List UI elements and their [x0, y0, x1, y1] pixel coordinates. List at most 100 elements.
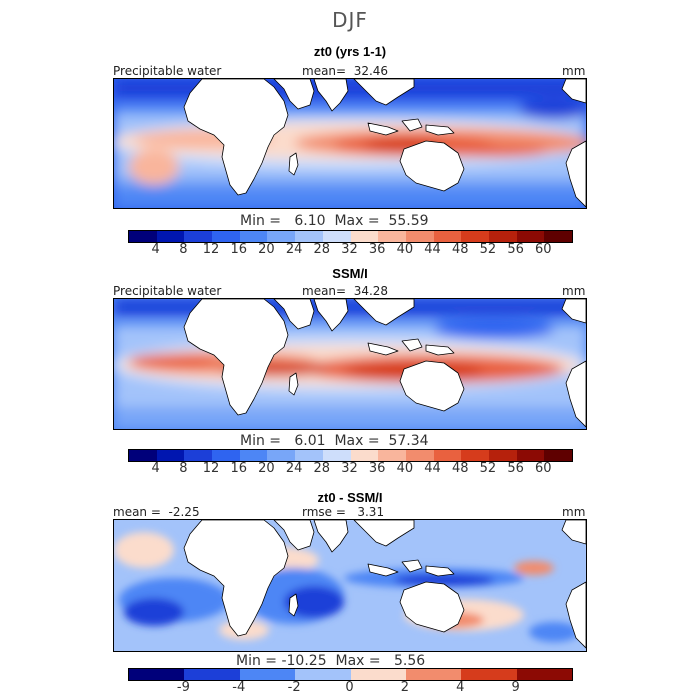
colorbar-swatch — [378, 450, 406, 461]
colorbar-swatch — [516, 231, 545, 242]
panel-title: SSM/I — [332, 266, 368, 281]
unit-label: mm — [562, 505, 586, 519]
colorbar-tick-label: 40 — [396, 242, 414, 257]
colorbar-ticks: -9 -4 -2 0 2 4 9 — [128, 680, 571, 696]
colorbar-tick-label: 20 — [258, 461, 275, 476]
colorbar-swatch — [295, 231, 323, 242]
colorbar-swatch — [212, 231, 240, 242]
mean-readout: mean = -2.25 — [113, 505, 200, 519]
colorbar-tick-label: 28 — [313, 461, 331, 476]
colorbar-tick-label: 32 — [341, 461, 358, 476]
precipitable-water-map — [114, 79, 586, 208]
map-panel — [113, 78, 587, 209]
colorbar-swatch — [184, 450, 213, 461]
colorbar-swatch — [239, 231, 268, 242]
colorbar-tick-label: 20 — [258, 242, 275, 257]
colorbar-tick-label: 12 — [202, 242, 220, 257]
colorbar-swatch — [405, 669, 462, 680]
colorbar-tick-label: 24 — [285, 242, 303, 257]
colorbar-swatch — [295, 669, 351, 680]
difference-map — [114, 520, 586, 651]
colorbar-ticks: 4 8 12 16 20 24 28 32 36 40 44 48 52 56 60 — [128, 461, 571, 477]
colorbar-swatch — [488, 231, 517, 242]
colorbar-tick-label: 12 — [202, 461, 220, 476]
colorbar-swatch — [516, 669, 572, 680]
colorbar-swatch — [267, 231, 296, 242]
colorbar-swatch — [184, 231, 213, 242]
min-max-readout: Min = 6.10 Max = 55.59 — [240, 213, 429, 229]
colorbar-tick-label: 16 — [230, 461, 248, 476]
colorbar-swatch — [350, 231, 379, 242]
colorbar-swatch — [461, 669, 517, 680]
colorbar-tick-label: 48 — [451, 461, 469, 476]
unit-label: mm — [562, 64, 586, 78]
colorbar-swatch — [516, 450, 545, 461]
colorbar-tick-label: 36 — [368, 461, 386, 476]
precipitable-water-map — [114, 299, 586, 429]
rmse-readout: rmse = 3.31 — [302, 505, 385, 519]
colorbar-tick-label: 60 — [535, 242, 552, 257]
colorbar-swatch — [239, 669, 296, 680]
colorbar-swatch — [433, 231, 462, 242]
colorbar-swatch — [129, 669, 185, 680]
colorbar-tick-label: 36 — [368, 242, 386, 257]
colorbar-swatch — [461, 450, 489, 461]
season-title: DJF — [332, 8, 368, 32]
colorbar-swatch — [544, 450, 572, 461]
map-panel — [113, 519, 587, 652]
colorbar-tick-label: 8 — [179, 242, 188, 257]
mean-readout: mean= 34.28 — [302, 284, 389, 298]
colorbar-swatch — [461, 231, 489, 242]
unit-label: mm — [562, 284, 586, 298]
colorbar-tick-label: 24 — [285, 461, 303, 476]
colorbar-swatch — [405, 231, 434, 242]
colorbar-tick-label: 44 — [424, 461, 441, 476]
colorbar-tick-label: -2 — [287, 680, 301, 695]
min-max-readout: Min = 6.01 Max = 57.34 — [240, 433, 429, 449]
colorbar-tick-label: 16 — [230, 242, 248, 257]
colorbar-tick-label: 8 — [179, 461, 188, 476]
colorbar-tick-label: 4 — [151, 461, 160, 476]
colorbar-swatch — [322, 450, 351, 461]
field-label: Precipitable water — [113, 64, 222, 78]
colorbar-swatch — [433, 450, 462, 461]
colorbar-tick-label: 32 — [341, 242, 358, 257]
colorbar-swatch — [378, 231, 406, 242]
colorbar-swatch — [184, 669, 240, 680]
colorbar-tick-label: 4 — [456, 680, 465, 695]
colorbar-tick-label: 0 — [345, 680, 354, 695]
colorbar-swatch — [156, 231, 185, 242]
colorbar-swatch — [212, 450, 240, 461]
map-panel — [113, 298, 587, 430]
colorbar-tick-label: -4 — [232, 680, 246, 695]
colorbar — [128, 230, 573, 243]
colorbar-tick-label: 56 — [507, 242, 524, 257]
colorbar-tick-label: 44 — [424, 242, 441, 257]
colorbar-swatch — [350, 450, 379, 461]
colorbar-swatch — [129, 231, 157, 242]
colorbar-tick-label: 56 — [507, 461, 524, 476]
colorbar-swatch — [350, 669, 406, 680]
colorbar-swatch — [129, 450, 157, 461]
colorbar-swatch — [267, 450, 296, 461]
colorbar-ticks: 4 8 12 16 20 24 28 32 36 40 44 48 52 56 60 — [128, 242, 571, 258]
colorbar-swatch — [544, 231, 572, 242]
colorbar-swatch — [156, 450, 185, 461]
colorbar-swatch — [295, 450, 323, 461]
colorbar-tick-label: 28 — [313, 242, 331, 257]
colorbar-swatch — [488, 450, 517, 461]
panel-title: zt0 (yrs 1-1) — [313, 44, 387, 59]
colorbar-tick-label: 4 — [151, 242, 160, 257]
colorbar-tick-label: 48 — [451, 242, 469, 257]
colorbar — [128, 668, 573, 681]
colorbar-tick-label: 52 — [479, 461, 497, 476]
min-max-readout: Min = -10.25 Max = 5.56 — [236, 653, 426, 669]
colorbar-swatch — [239, 450, 268, 461]
colorbar-tick-label: 40 — [396, 461, 414, 476]
colorbar-tick-label: -9 — [176, 680, 190, 695]
colorbar-tick-label: 60 — [535, 461, 552, 476]
colorbar-tick-label: 9 — [511, 680, 520, 695]
colorbar-tick-label: 52 — [479, 242, 497, 257]
mean-readout: mean= 32.46 — [302, 64, 389, 78]
colorbar-swatch — [322, 231, 351, 242]
